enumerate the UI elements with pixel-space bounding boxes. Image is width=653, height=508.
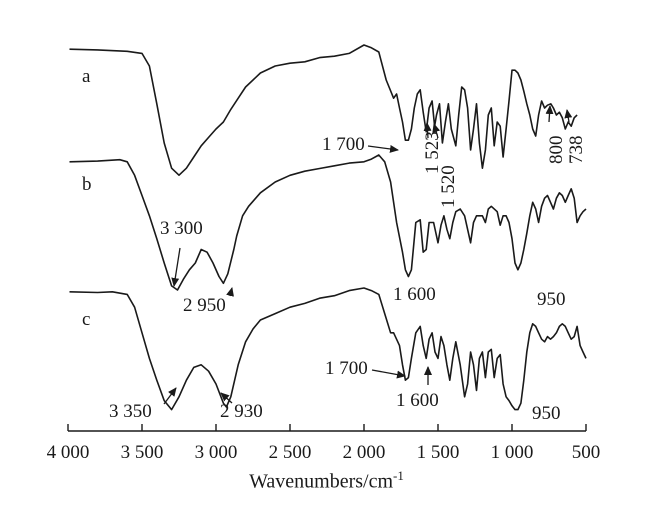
annotation-a-1523: 1 523 (422, 131, 443, 174)
annotation-c-950: 950 (532, 403, 561, 424)
annotation-a-1700: 1 700 (322, 134, 365, 155)
x-tick-label-500: 500 (572, 442, 601, 463)
x-tick-label-2500: 2 500 (269, 442, 312, 463)
annotation-a-738: 738 (566, 136, 587, 165)
annotation-c-2930: 2 930 (220, 401, 263, 422)
x-axis: 4 000 3 500 3 000 2 500 2 000 1 500 1 000 500 (47, 424, 601, 463)
x-tick-label-1000: 1 000 (491, 442, 534, 463)
annotation-arrow-a-1523 (423, 122, 432, 139)
annotation-arrow-c-2930 (220, 392, 233, 404)
spectrum-line-c (69, 287, 587, 411)
annotation-arrow-c-3350 (163, 387, 177, 405)
annotation-arrow-a-1700 (367, 144, 399, 153)
x-tick-label-4000: 4 000 (47, 442, 90, 463)
x-tick-label-3500: 3 500 (121, 442, 164, 463)
spectrum-line-a (69, 44, 578, 176)
annotation-arrow-a-738 (564, 109, 573, 123)
annotation-c-1600: 1 600 (396, 390, 439, 411)
annotation-b-3300: 3 300 (160, 218, 203, 239)
annotation-arrow-b-3300 (171, 247, 181, 287)
annotation-a-1520: 1 520 (438, 165, 459, 208)
annotation-arrow-a-800 (545, 105, 554, 123)
curve-label-c: c (82, 309, 90, 330)
annotation-arrow-b-2950 (226, 287, 234, 297)
annotation-b-950: 950 (537, 289, 566, 310)
x-tick-label-2000: 2 000 (343, 442, 386, 463)
curve-label-b: b (82, 174, 92, 195)
annotation-b-1600: 1 600 (393, 284, 436, 305)
x-axis-ticks: 4 000 3 500 3 000 2 500 2 000 1 500 1 000 500 (47, 424, 601, 463)
annotation-a-800: 800 (546, 136, 567, 165)
spectrum-line-b (69, 154, 587, 291)
x-axis-title: Wavenumbers/cm-1 (0, 468, 653, 494)
curve-labels: a b c (82, 66, 92, 330)
x-axis-title-superscript: -1 (393, 468, 404, 483)
annotation-arrow-a-1520 (432, 123, 441, 139)
annotation-c-1700: 1 700 (325, 358, 368, 379)
x-axis-title-text: Wavenumbers/cm (249, 470, 394, 493)
annotation-c-3350: 3 350 (109, 401, 152, 422)
x-tick-label-1500: 1 500 (417, 442, 460, 463)
spectra-series (69, 44, 587, 411)
annotation-arrow-c-1700 (371, 369, 406, 379)
curve-label-a: a (82, 66, 91, 87)
annotation-b-2950: 2 950 (183, 295, 226, 316)
x-tick-label-3000: 3 000 (195, 442, 238, 463)
